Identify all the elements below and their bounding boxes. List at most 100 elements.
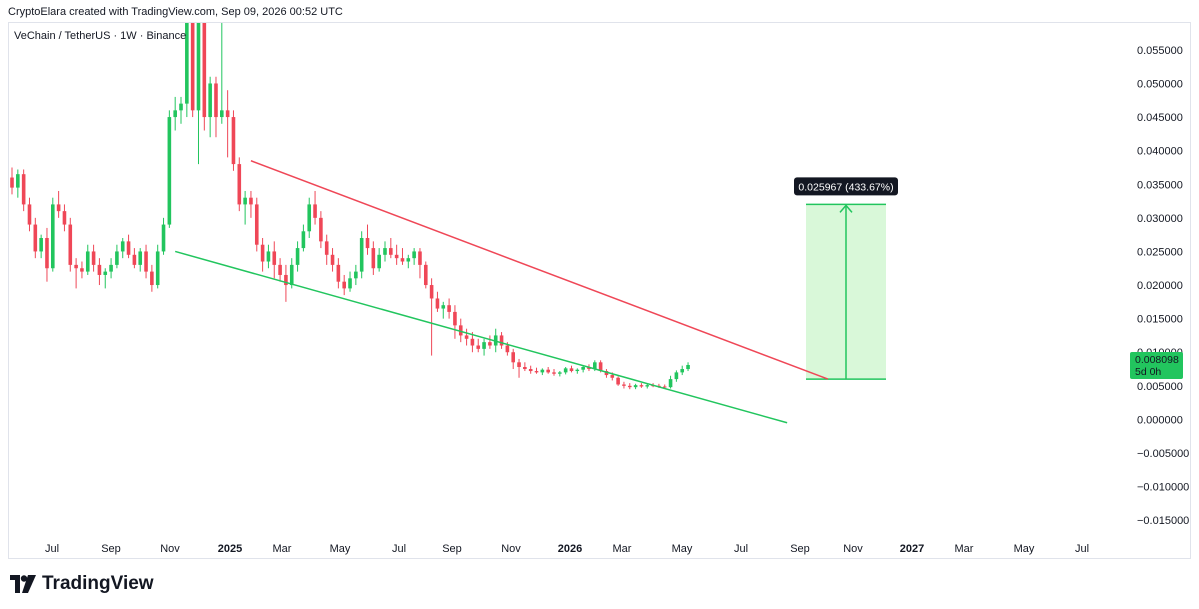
x-tick-label: Sep xyxy=(790,543,810,555)
y-tick-label: 0.025000 xyxy=(1137,246,1183,258)
candle-body xyxy=(668,379,673,388)
target-arrow-head xyxy=(839,204,853,213)
y-tick-label: 0.055000 xyxy=(1137,45,1183,57)
target-label: 0.025967 (433.67%) xyxy=(798,181,893,193)
candle-body xyxy=(348,278,352,289)
candle-body xyxy=(499,335,504,346)
candle-body xyxy=(266,251,271,262)
candle-body xyxy=(354,271,358,279)
candle-body xyxy=(190,23,195,111)
candle-body xyxy=(412,251,416,259)
x-tick-label: Jul xyxy=(1075,543,1089,555)
candle-body xyxy=(552,372,556,374)
support-trendline xyxy=(174,250,788,424)
candles xyxy=(10,23,690,390)
x-tick-label: Nov xyxy=(843,543,863,555)
x-tick-label: May xyxy=(672,543,693,555)
candle-body xyxy=(400,258,405,262)
candle-body xyxy=(528,369,533,372)
candle-body xyxy=(62,211,67,225)
candle-body xyxy=(80,268,84,272)
candle-body xyxy=(377,254,381,269)
candle-body xyxy=(488,342,492,346)
x-tick-label: Jul xyxy=(45,543,59,555)
candle-body xyxy=(359,238,364,272)
candle-body xyxy=(150,271,154,286)
candle-body xyxy=(272,251,277,265)
candle-body xyxy=(237,164,242,205)
candle-body xyxy=(97,264,102,275)
candle-body xyxy=(68,224,73,265)
candle-body xyxy=(278,264,282,275)
candle-body xyxy=(610,375,615,378)
candle-body xyxy=(225,110,230,118)
last-price-tag xyxy=(1130,352,1183,379)
candle-body xyxy=(686,364,690,370)
candle-body xyxy=(453,311,457,326)
candle-body xyxy=(581,367,585,370)
candle-body xyxy=(220,110,224,118)
candle-body xyxy=(674,372,679,380)
candle-body xyxy=(604,371,609,376)
candle-body xyxy=(435,298,440,309)
candle-body xyxy=(231,117,236,165)
candle-body xyxy=(342,281,346,289)
candle-body xyxy=(138,251,143,265)
x-tick-label: Nov xyxy=(501,543,521,555)
candle-body xyxy=(208,83,212,118)
candle-body xyxy=(74,264,78,269)
candle-body xyxy=(126,241,131,255)
candle-body xyxy=(202,23,207,118)
candle-body xyxy=(50,204,55,269)
candle-body xyxy=(365,238,370,249)
y-tick-label: 0.040000 xyxy=(1137,146,1183,158)
candle-body xyxy=(10,177,14,188)
candle-body xyxy=(429,285,434,299)
candle-body xyxy=(406,258,411,262)
chart-header: CryptoElara created with TradingView.com… xyxy=(8,6,343,18)
candle-body xyxy=(179,103,183,111)
x-tick-label: Mar xyxy=(613,543,632,555)
y-tick-label: 0.020000 xyxy=(1137,280,1183,292)
tradingview-branding[interactable]: TradingView xyxy=(10,573,154,595)
candle-body xyxy=(260,244,265,262)
candle-body xyxy=(319,217,323,242)
y-tick-label: 0.030000 xyxy=(1137,213,1183,225)
y-tick-label: 0.005000 xyxy=(1137,381,1183,393)
y-tick-label: 0.000000 xyxy=(1137,414,1183,426)
candle-body xyxy=(633,385,638,388)
resistance-trendline xyxy=(250,160,829,380)
candle-body xyxy=(39,238,43,252)
candle-body xyxy=(447,305,451,312)
candle-body xyxy=(476,345,481,349)
candle-body xyxy=(569,368,574,372)
y-tick-label: −0.010000 xyxy=(1137,482,1189,494)
tradingview-logo-icon xyxy=(10,575,36,593)
candle-body xyxy=(639,385,644,387)
candle-body xyxy=(109,264,113,272)
candle-body xyxy=(313,204,317,218)
x-tick-label: Sep xyxy=(442,543,462,555)
y-tick-label: 0.015000 xyxy=(1137,314,1183,326)
candle-body xyxy=(558,372,562,374)
candle-body xyxy=(389,248,393,255)
y-tick-label: −0.005000 xyxy=(1137,448,1189,460)
candle-body xyxy=(330,254,335,265)
candle-body xyxy=(540,369,545,373)
y-tick-label: −0.015000 xyxy=(1137,515,1189,527)
x-tick-label: May xyxy=(330,543,351,555)
candle-body xyxy=(85,251,90,272)
y-tick-label: 0.050000 xyxy=(1137,78,1183,90)
candle-body xyxy=(563,368,568,373)
candle-body xyxy=(45,238,49,269)
last-price-countdown: 5d 0h xyxy=(1135,366,1161,378)
candle-body xyxy=(214,83,218,118)
candle-body xyxy=(464,335,469,339)
candle-body xyxy=(243,197,247,205)
y-tick-label: 0.045000 xyxy=(1137,112,1183,124)
candle-body xyxy=(295,248,300,265)
x-tick-label: 2027 xyxy=(900,543,924,555)
candle-body xyxy=(307,204,312,232)
candle-body xyxy=(155,251,160,286)
